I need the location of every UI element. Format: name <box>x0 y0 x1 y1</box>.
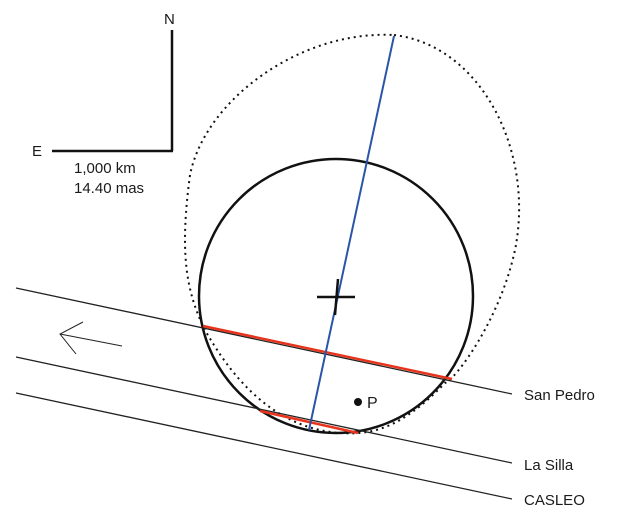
scale-km-label: 1,000 km <box>74 160 136 177</box>
track-line-la-silla <box>15 356 513 464</box>
circle-limb <box>197 157 475 435</box>
track-line-san-pedro <box>15 287 513 395</box>
center-cross <box>317 278 355 316</box>
station-label-la-silla: La Silla <box>524 457 574 474</box>
scale-mas-label: 14.40 mas <box>74 180 144 197</box>
blue-axis-line <box>308 35 395 431</box>
point-p-marker <box>354 398 362 406</box>
east-label: E <box>32 143 42 160</box>
point-p-label: P <box>367 395 378 412</box>
track-line-casleo <box>15 392 513 500</box>
station-label-casleo: CASLEO <box>524 492 585 509</box>
station-tracks <box>15 287 513 500</box>
chord-la-silla <box>259 409 359 435</box>
north-label: N <box>164 11 175 28</box>
station-label-san-pedro: San Pedro <box>524 387 595 404</box>
chord-san-pedro <box>202 324 453 381</box>
motion-direction-arrow <box>59 321 123 355</box>
compass: N E 1,000 km 14.40 mas <box>32 11 175 197</box>
